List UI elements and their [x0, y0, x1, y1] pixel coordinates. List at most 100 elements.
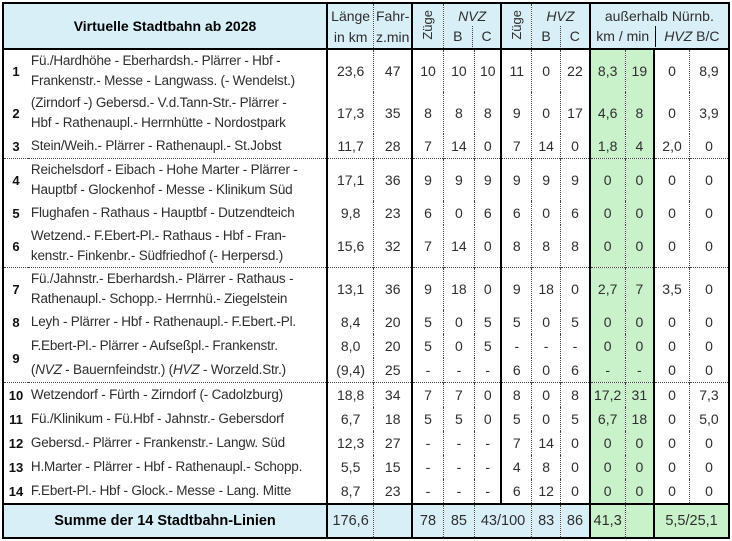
col-header-outside-title: außerhalb Nürnb.	[604, 8, 714, 24]
cell-fahr: 18	[373, 407, 414, 431]
cell-nb: 5	[443, 407, 475, 431]
cell-hb: 9	[531, 158, 562, 201]
cell-zh: 6	[501, 201, 533, 225]
cell-hc: 0	[560, 455, 591, 479]
line-number: 5	[12, 205, 20, 221]
cell-nc: 0	[474, 134, 503, 159]
cell-ob: 0	[654, 407, 690, 431]
col-header-nvz-b: B	[453, 28, 463, 44]
cell-oc: 0	[705, 205, 713, 221]
cell-ob: 0	[654, 310, 690, 334]
cell-oc: 8,9	[699, 63, 719, 79]
cell-nb: -	[443, 431, 475, 455]
cell-nc: 0	[474, 407, 503, 431]
cell-hb: 14	[531, 431, 562, 455]
cell-zh: 7	[501, 431, 533, 455]
cell-lange: 23,6	[327, 49, 375, 92]
cell-km: 0	[589, 334, 626, 358]
cell-ob: 0	[654, 49, 690, 92]
col-header-zuege-nvz: Züge	[412, 3, 444, 50]
cell-oc: 0	[705, 138, 713, 154]
cell-zn: 7	[412, 382, 444, 407]
cell-km: 0	[589, 225, 626, 268]
cell-zh: 9	[501, 92, 533, 134]
route-description: Wetzend.- F.Ebert-Pl.- Rathaus - Hbf - F…	[27, 225, 329, 268]
cell-hc: 5	[560, 310, 591, 334]
cell-min: 0	[625, 158, 656, 201]
cell-zh: 8	[501, 225, 533, 268]
cell-hc: 22	[560, 49, 591, 92]
line-number: 4	[3, 158, 28, 201]
cell-ob: 0	[654, 431, 690, 455]
cell-ob: 0	[654, 455, 690, 479]
cell-km: 4,6	[589, 92, 626, 134]
cell-nc: 8	[474, 92, 503, 134]
summary-label: Summe der 14 Stadtbahn-Linien	[3, 503, 329, 538]
cell-nc: -	[474, 358, 503, 383]
cell-zh: 4	[501, 455, 533, 479]
cell-hc: 0	[560, 431, 591, 455]
cell-nc: 0	[474, 382, 503, 407]
cell-hb: 0	[531, 310, 562, 334]
cell-min: 0	[625, 479, 656, 504]
table-row: 13 H.Marter - Plärrer - Hbf - Rathenaupl.…	[3, 455, 729, 479]
cell-hb: 18	[531, 267, 562, 310]
summary-min-outside	[625, 503, 656, 538]
line-number: 7	[3, 267, 28, 310]
cell-zn: 7	[412, 134, 444, 159]
cell-nc: 10	[474, 49, 503, 92]
table-row: 9 F.Ebert-Pl.- Plärrer - Aufseßpl.- Frank…	[3, 334, 729, 366]
cell-lange: 17,1	[327, 158, 375, 201]
route-description: Gebersd.- Plärrer - Frankenstr.- Langw. …	[27, 431, 329, 455]
cell-hc: 6	[560, 358, 591, 383]
cell-hc: 0	[560, 479, 591, 504]
table-row: 2 (Zirndorf -) Gebersd.- V.d.Tann-Str.- P…	[3, 92, 729, 134]
cell-ob: 0	[654, 92, 690, 134]
table-row: 14 F.Ebert-Pl.- Hbf - Glock.- Messe - Lan…	[3, 479, 729, 504]
header-row: Virtuelle Stadtbahn ab 2028 Länge in km …	[3, 3, 729, 50]
cell-nb: 14	[443, 134, 475, 159]
route-description: Fü./Hardhöhe - Eberhardsh.- Plärrer - Hb…	[27, 49, 329, 92]
cell-oc: 0	[705, 314, 713, 330]
table-row: 3 Stein/Weih.- Plärrer - Rathenaupl.- St.…	[3, 134, 729, 159]
cell-nc: 0	[474, 267, 503, 310]
table-row: 5 Flughafen - Rathaus - Hauptbf - Dutzend…	[3, 201, 729, 225]
cell-hb: 8	[531, 225, 562, 268]
line-number: 1	[12, 63, 20, 79]
cell-min: 0	[625, 431, 656, 455]
summary-zuege-nvz: 78	[412, 503, 444, 538]
cell-nc: -	[474, 431, 503, 455]
cell-fahr: 20	[373, 310, 414, 334]
cell-ob: 0	[654, 358, 690, 383]
cell-min: 18	[625, 407, 656, 431]
table-row: 4 Reichelsdorf - Eibach - Hohe Marter - P…	[3, 158, 729, 201]
cell-lange: 8,0	[327, 334, 375, 358]
cell-nc: -	[474, 455, 503, 479]
cell-hb: 0	[531, 201, 562, 225]
cell-fahr: 47	[373, 49, 414, 92]
cell-nc: 5	[474, 310, 503, 334]
cell-nc: 9	[474, 158, 503, 201]
col-header-outside-group: außerhalb Nürnb. km / min HVZ B/C	[589, 3, 729, 50]
cell-nb: -	[443, 455, 475, 479]
cell-hc: 6	[560, 201, 591, 225]
cell-hb: 0	[531, 49, 562, 92]
summary-km-outside: 41,3	[589, 503, 626, 538]
route-description: F.Ebert-Pl.- Plärrer - Aufseßpl.- Franke…	[27, 334, 329, 358]
cell-nb: 10	[443, 49, 475, 92]
cell-hc: 17	[560, 92, 591, 134]
cell-hb: 0	[531, 92, 562, 134]
route-description: Fü./Klinikum - Fü.Hbf - Jahnstr.- Gebers…	[27, 407, 329, 431]
line-number: 14	[8, 483, 24, 499]
line-number: 9	[12, 350, 20, 366]
cell-nc: 6	[474, 201, 503, 225]
cell-ob: 0	[654, 382, 690, 407]
cell-nb: 9	[443, 158, 475, 201]
cell-oc: 7,3	[689, 382, 729, 407]
cell-zn: -	[412, 455, 444, 479]
line-number: 3	[12, 138, 20, 154]
cell-oc: 0	[705, 362, 713, 378]
cell-zh: 6	[501, 358, 533, 383]
line-number: 13	[8, 459, 24, 475]
